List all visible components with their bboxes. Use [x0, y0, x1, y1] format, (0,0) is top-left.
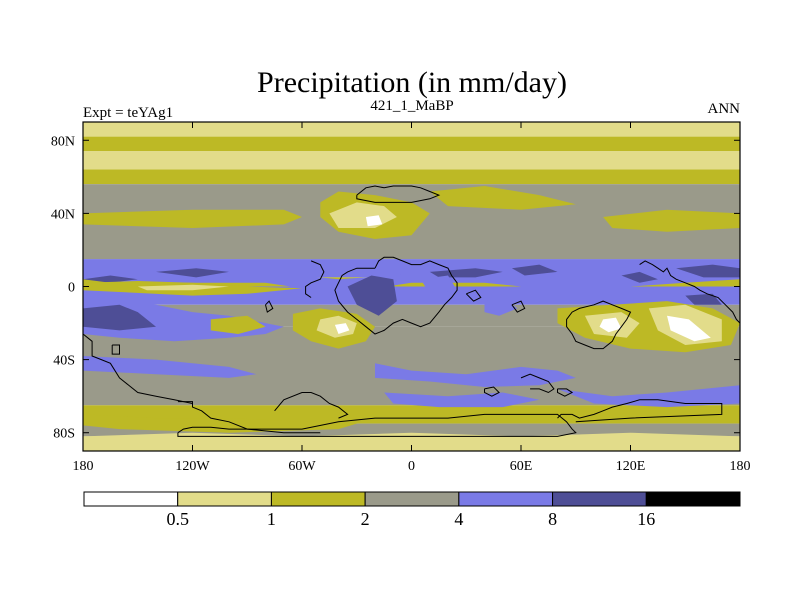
x-tick-label: 180 [730, 459, 751, 474]
precip-region [83, 209, 302, 228]
precip-region [83, 275, 138, 283]
precip-region [685, 293, 722, 305]
precip-band [83, 405, 740, 424]
x-tick-label: 60E [510, 459, 533, 474]
precip-region [621, 271, 658, 283]
colorbar-swatch [645, 491, 741, 507]
colorbar-swatch [83, 491, 179, 507]
precip-region [334, 323, 350, 334]
precip-region [384, 392, 540, 408]
subtitle-right: ANN [708, 101, 741, 117]
precip-region [83, 432, 740, 451]
precip-region [420, 275, 458, 294]
precip-region [83, 264, 740, 294]
x-tick-label: 0 [408, 459, 415, 474]
precip-band [83, 136, 740, 152]
precip-region [347, 275, 397, 316]
coastline [566, 300, 632, 350]
coastline [557, 399, 723, 423]
colorbar-swatch [177, 491, 272, 507]
precip-band [83, 122, 740, 137]
precip-region [667, 315, 711, 342]
subtitle-center: 421_1_MaBP [370, 98, 453, 114]
precip-region [557, 385, 740, 408]
y-tick-label: 40N [51, 207, 75, 222]
colorbar-label: 2 [361, 509, 370, 529]
coastline [511, 300, 526, 313]
coastline [639, 260, 740, 324]
y-tick-label: 0 [68, 281, 75, 296]
precip-region [599, 317, 622, 333]
precip-region [83, 414, 375, 433]
x-tick-label: 120E [616, 459, 646, 474]
colorbar-label: 16 [637, 509, 655, 529]
colorbar-swatch [552, 491, 647, 507]
coastline [356, 185, 441, 203]
coastlines [83, 185, 740, 437]
coastline [274, 392, 349, 419]
colorbar: 0.5 1 2 4 8 16 [83, 491, 741, 529]
precip-region [83, 304, 156, 331]
chart-title: Precipitation (in mm/day) [257, 66, 567, 99]
subtitle-left: Expt = teYAg1 [83, 105, 173, 121]
coastline [520, 373, 555, 394]
y-axis: 80N 40N 0 40S 80S [51, 134, 740, 442]
y-tick-label: 80S [53, 427, 75, 442]
precip-band [83, 151, 740, 170]
coastline [177, 413, 577, 437]
colorbar-swatch [458, 491, 554, 507]
coastline [465, 289, 482, 302]
y-tick-label: 80N [51, 134, 75, 149]
colorbar-label: 8 [548, 509, 557, 529]
precip-region [429, 186, 576, 210]
coastline [177, 401, 321, 434]
precip-region [429, 268, 503, 278]
precip-region [511, 264, 558, 276]
y-tick-label: 40S [53, 354, 75, 369]
precip-region [137, 284, 229, 291]
precip-region [365, 215, 383, 227]
coastline [334, 256, 458, 335]
colorbar-label: 1 [267, 509, 276, 529]
coastline [484, 386, 500, 397]
coastline [111, 344, 120, 355]
coastline [557, 388, 574, 397]
x-tick-label: 60W [288, 459, 316, 474]
colorbar-label: 0.5 [166, 509, 189, 529]
x-tick-label: 180 [73, 459, 94, 474]
precip-region [83, 356, 257, 378]
colorbar-swatch [270, 491, 366, 507]
x-axis: 180 120W 60W 0 60E 120E 180 [73, 122, 751, 474]
precip-region [156, 268, 229, 278]
colorbar-label: 4 [454, 509, 463, 529]
colorbar-swatch [364, 491, 460, 507]
precipitation-field [83, 122, 740, 451]
precip-region [375, 363, 576, 387]
coastline [265, 300, 274, 313]
x-tick-label: 120W [175, 459, 210, 474]
coastline [83, 333, 193, 404]
precip-region [210, 315, 266, 334]
precip-region [484, 297, 518, 316]
precip-band [83, 169, 740, 185]
precip-region [603, 209, 740, 232]
coastline [305, 260, 325, 298]
precip-region [676, 264, 740, 278]
